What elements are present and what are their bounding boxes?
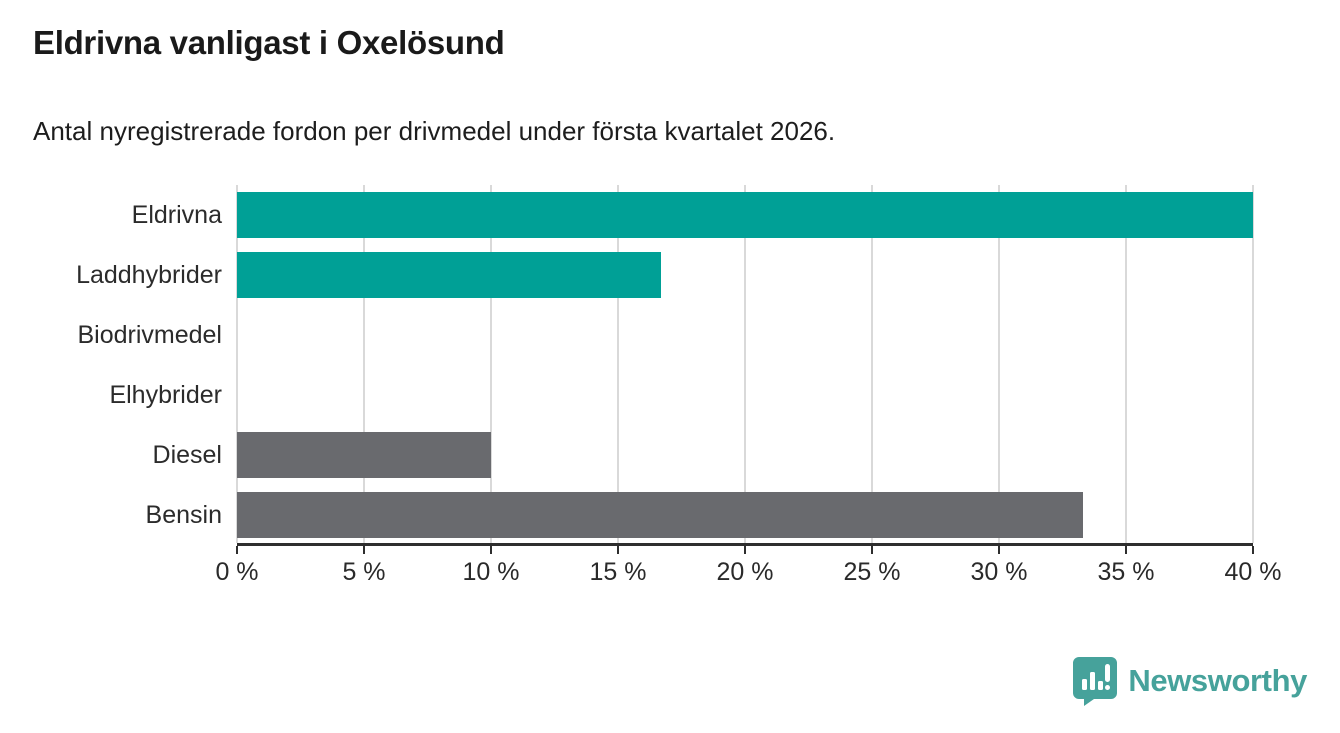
x-axis-tick-15 (617, 546, 619, 554)
x-axis-tick-label-35: 35 % (1097, 558, 1155, 586)
category-label-elhybrider: Elhybrider (109, 381, 222, 409)
category-label-bensin: Bensin (145, 501, 222, 529)
gridline-40 (1252, 185, 1254, 543)
bar-diesel (237, 432, 491, 478)
bar-row-biodrivmedel (237, 305, 1253, 365)
x-axis-tick-40 (1252, 546, 1254, 554)
bar-row-bensin (237, 485, 1253, 545)
gridline-25 (871, 185, 873, 543)
gridline-20 (744, 185, 746, 543)
category-label-biodrivmedel: Biodrivmedel (77, 321, 222, 349)
bar-laddhybrider (237, 252, 662, 298)
x-axis-tick-label-0: 0 % (215, 558, 259, 586)
bar-bensin (237, 492, 1083, 538)
gridline-0 (236, 185, 238, 543)
x-axis-tick-0 (236, 546, 238, 554)
x-axis-tick-label-40: 40 % (1224, 558, 1282, 586)
bar-row-laddhybrider (237, 245, 1253, 305)
newsworthy-logo: Newsworthy (1072, 656, 1307, 706)
category-label-laddhybrider: Laddhybrider (76, 261, 222, 289)
gridline-35 (1125, 185, 1127, 543)
bar-eldrivna (237, 192, 1253, 238)
x-axis-tick-label-25: 25 % (843, 558, 901, 586)
bar-row-eldrivna (237, 185, 1253, 245)
x-axis-tick-35 (1125, 546, 1127, 554)
gridline-15 (617, 185, 619, 543)
bar-row-elhybrider (237, 365, 1253, 425)
x-axis-tick-10 (490, 546, 492, 554)
x-axis-tick-25 (871, 546, 873, 554)
category-label-diesel: Diesel (152, 441, 222, 469)
bar-row-diesel (237, 425, 1253, 485)
gridline-10 (490, 185, 492, 543)
newsworthy-speech-bubble-bar-chart-icon (1073, 657, 1118, 706)
x-axis-tick-label-30: 30 % (970, 558, 1028, 586)
category-label-eldrivna: Eldrivna (131, 201, 222, 229)
x-axis-tick-5 (363, 546, 365, 554)
chart-title: Eldrivna vanligast i Oxelösund (33, 24, 505, 61)
gridline-30 (998, 185, 1000, 543)
plot-area: 0 % 5 % 10 % 15 % 20 % 25 % 30 % 35 % 40 % (215, 185, 1281, 586)
x-axis-tick-label-10: 10 % (462, 558, 520, 586)
x-axis-tick-label-5: 5 % (342, 558, 386, 586)
newsworthy-logo-text: Newsworthy (1128, 663, 1307, 698)
x-axis-tick-30 (998, 546, 1000, 554)
y-axis-category-labels: Eldrivna Laddhybrider Biodrivmedel Elhybrid… (0, 185, 222, 545)
chart-subtitle: Antal nyregistrerade fordon per drivmede… (33, 116, 836, 146)
x-axis-tick-label-15: 15 % (589, 558, 647, 586)
x-axis-tick-label-20: 20 % (716, 558, 774, 586)
gridline-5 (363, 185, 365, 543)
x-axis-tick-20 (744, 546, 746, 554)
x-axis-line (237, 543, 1253, 546)
